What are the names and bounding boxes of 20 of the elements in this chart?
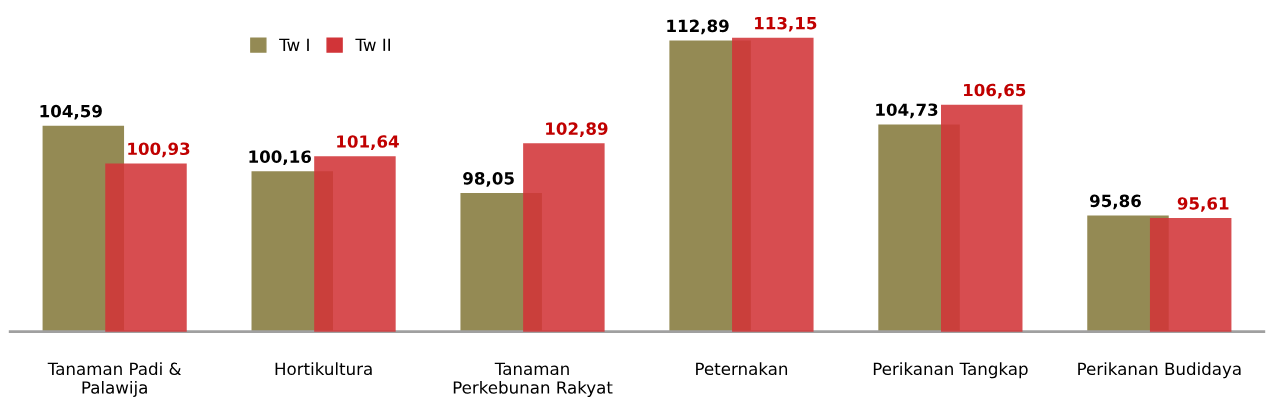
data-label: 98,05	[463, 172, 514, 187]
legend-label: Tw I	[279, 38, 309, 51]
x-tick-label: Tanaman Padi & Palawija	[47, 362, 182, 398]
data-label: 104,59	[40, 104, 102, 120]
data-label: 106,65	[964, 83, 1026, 99]
x-tick-label: Perikanan Budidaya	[1078, 362, 1241, 379]
x-tick-label: Perikanan Tangkap	[873, 362, 1028, 379]
data-label: 100,16	[249, 150, 311, 166]
data-label: 101,64	[337, 135, 399, 150]
data-label: 113,15	[755, 16, 817, 32]
legend-label: Tw II	[355, 38, 390, 51]
x-tick-label: Hortikultura	[275, 362, 372, 376]
data-label: 104,73	[876, 103, 938, 119]
x-tick-label: Tanaman Perkebunan Rakyat	[453, 362, 613, 398]
data-label: 100,93	[128, 142, 190, 158]
data-label: 95,86	[1089, 194, 1141, 210]
x-tick-label: Peternakan	[696, 362, 788, 376]
data-label: 112,89	[667, 19, 729, 35]
data-label: 102,89	[546, 122, 608, 138]
data-label: 95,61	[1177, 197, 1229, 212]
